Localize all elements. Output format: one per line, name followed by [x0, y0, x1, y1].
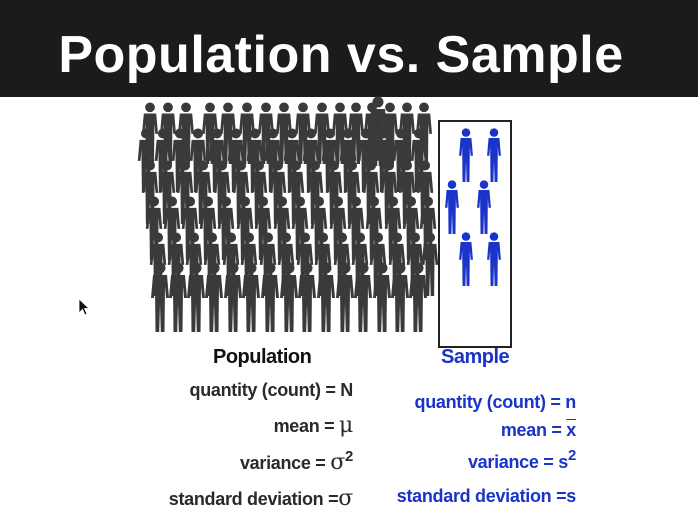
sample-quantity-label: quantity (count) =: [414, 392, 566, 412]
population-figure-icon: [298, 262, 316, 332]
sample-figure-icon: [445, 180, 459, 234]
population-mean-label: mean =: [273, 416, 339, 436]
sample-variance-label: variance =: [467, 452, 559, 472]
sample-mean: mean = x: [501, 420, 576, 441]
population-variance-label: variance =: [239, 453, 331, 473]
sample-variance-symbol: s: [558, 452, 568, 472]
sample-mean-symbol: x: [566, 420, 576, 440]
population-figure-icon: [409, 262, 427, 332]
population-variance: variance = σ2: [239, 448, 353, 475]
sample-figure-icon: [459, 128, 473, 182]
population-figure-icon: [354, 262, 372, 332]
sample-heading: Sample: [441, 346, 510, 368]
population-mean-symbol: μ: [339, 413, 353, 438]
population-figure-icon: [336, 262, 354, 332]
sample-sd-symbol: s: [566, 486, 576, 506]
sample-standard-deviation: standard deviation =s: [396, 486, 577, 507]
population-quantity-label: quantity (count) =: [189, 380, 341, 400]
population-figure-icon: [224, 262, 242, 332]
population-figure-icon: [373, 262, 391, 332]
sample-quantity-symbol: n: [565, 392, 576, 412]
population-sd-symbol: σ: [338, 486, 353, 511]
population-quantity-symbol: N: [340, 380, 353, 400]
population-variance-exponent: 2: [344, 448, 353, 465]
mouse-pointer-icon: [78, 298, 90, 316]
population-quantity: quantity (count) = N: [190, 380, 354, 401]
population-variance-symbol: σ: [330, 450, 345, 475]
population-heading: Population: [213, 346, 312, 368]
sample-figure-icon: [477, 180, 491, 234]
title-bar: [0, 0, 698, 97]
population-figure-icon: [242, 262, 260, 332]
sample-variance: variance = s2: [467, 447, 576, 473]
slide-title-text: Population vs. Sample: [58, 26, 624, 84]
population-figure-icon: [151, 262, 169, 332]
sample-variance-exponent: 2: [567, 447, 576, 464]
population-figure-icon: [187, 262, 205, 332]
sample-figure-icon: [487, 232, 501, 286]
population-mean: mean = μ: [273, 413, 354, 438]
population-figure-icon: [421, 232, 439, 296]
population-figure-icon: [169, 262, 187, 332]
sample-figure-icon: [487, 128, 501, 182]
population-figure-icon: [280, 262, 298, 332]
sample-figure-icon: [459, 232, 473, 286]
population-figure-icon: [317, 262, 335, 332]
slide-title: Population vs. Sample: [0, 20, 698, 90]
sample-sd-label: standard deviation =: [396, 486, 567, 506]
population-figure-icon: [391, 262, 409, 332]
population-standard-deviation: standard deviation =σ: [168, 486, 354, 511]
population-figure-icon: [369, 96, 387, 166]
population-sd-label: standard deviation =: [168, 489, 339, 509]
sample-quantity: quantity (count) = n: [415, 392, 577, 413]
population-figure-icon: [261, 262, 279, 332]
population-figure-icon: [205, 262, 223, 332]
sample-mean-label: mean =: [500, 420, 567, 440]
